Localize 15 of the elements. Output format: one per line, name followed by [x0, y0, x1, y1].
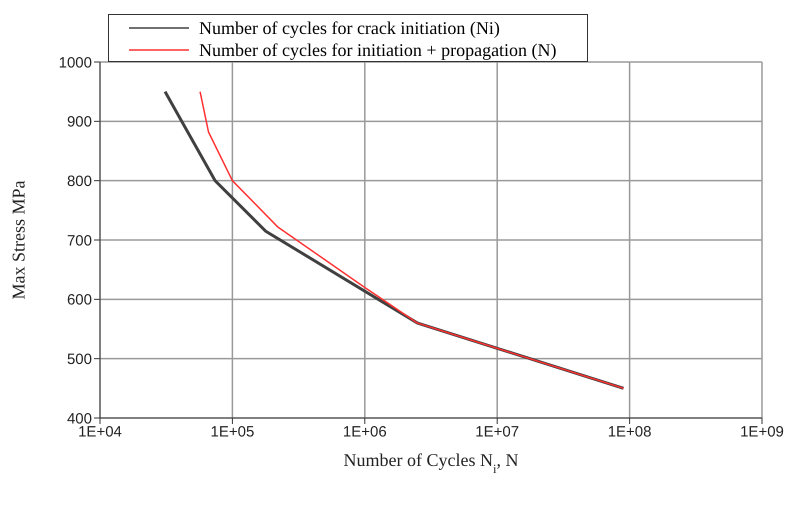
y-axis-title: Max Stress MPa: [8, 180, 28, 300]
y-tick-label: 900: [66, 114, 92, 131]
x-tick-label: 1E+08: [608, 424, 652, 441]
x-axis-title: Number of Cycles N$_{i}$, N: [344, 450, 518, 476]
x-tick-label: 1E+06: [342, 424, 387, 441]
y-tick-label: 500: [66, 350, 92, 368]
x-tick-label: 1E+09: [740, 424, 784, 441]
x-tick-label: 1E+05: [210, 424, 254, 441]
y-tick-label: 600: [66, 292, 92, 309]
x-tick-label: 1E+07: [475, 424, 520, 441]
legend-label: Number of cycles for crack initiation (Ni): [199, 17, 500, 39]
legend-label: Number of cycles for initiation + propagation (N): [199, 39, 557, 61]
y-tick-label: 700: [66, 232, 92, 250]
y-tick-label: 1000: [58, 54, 92, 72]
y-tick-label: 800: [66, 172, 92, 190]
